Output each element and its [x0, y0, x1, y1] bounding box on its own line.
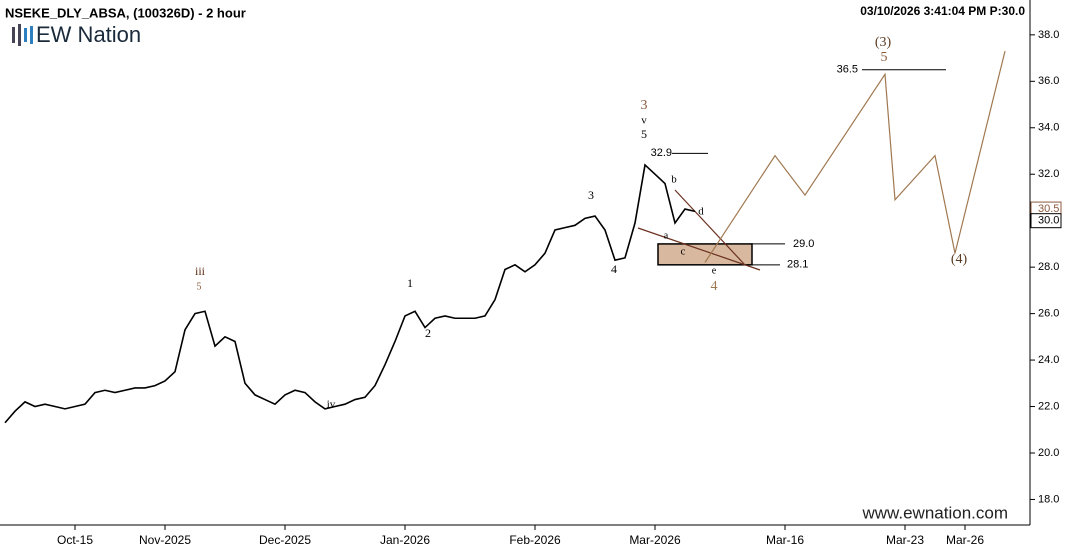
wave-label: c [681, 246, 686, 258]
y-tick-label: 20.0 [1038, 447, 1059, 459]
x-tick-label: Oct-15 [57, 533, 93, 547]
wave-label: iii [195, 264, 206, 278]
y-tick-label: 18.0 [1038, 493, 1059, 505]
y-tick-label: 38.0 [1038, 29, 1059, 41]
wave-label: 1 [407, 276, 413, 290]
x-tick-label: Mar-2026 [629, 533, 681, 547]
level-label: 36.5 [837, 64, 858, 76]
wave-label: 3 [641, 98, 648, 113]
wave-label: 4 [611, 262, 617, 276]
watermark: www.ewnation.com [861, 503, 1008, 522]
level-label: 32.9 [651, 147, 672, 159]
wave-label: 5 [881, 50, 888, 65]
triangle-line [674, 189, 746, 266]
wave-label: v [641, 115, 647, 127]
level-label: 28.1 [787, 259, 808, 271]
y-tick-label: 32.0 [1038, 168, 1059, 180]
wave-label: e [712, 265, 717, 276]
wave-label: iv [327, 399, 336, 411]
wave-label: a [664, 230, 669, 241]
y-tick-label: 26.0 [1038, 308, 1059, 320]
y-tick-label: 36.0 [1038, 75, 1059, 87]
level-label: 29.0 [793, 238, 814, 250]
x-tick-label: Mar-23 [886, 533, 924, 547]
series-line [4, 163, 696, 424]
wave-label: b [671, 174, 677, 186]
y-tick-label: 28.0 [1038, 261, 1059, 273]
timestamp: 03/10/2026 3:41:04 PM P:30.0 [860, 4, 1025, 18]
logo-icon [12, 24, 33, 46]
x-tick-label: Jan-2026 [380, 533, 430, 547]
y-tick-label: 24.0 [1038, 354, 1059, 366]
wave-label: (4) [951, 252, 968, 267]
triangle-line [637, 227, 761, 271]
logo: EW Nation [36, 22, 141, 47]
wave-label: 2 [425, 326, 431, 340]
price-marker-label: 30.0 [1038, 215, 1059, 227]
x-tick-label: Dec-2025 [259, 533, 311, 547]
wave-label: d [698, 206, 704, 218]
chart-title: NSEKE_DLY_ABSA, (100326D) - 2 hour [5, 5, 246, 20]
series-line [704, 50, 1006, 263]
wave-label: 5 [197, 281, 202, 292]
y-tick-label: 22.0 [1038, 400, 1059, 412]
x-tick-label: Mar-16 [766, 533, 804, 547]
wave-label: 4 [711, 279, 718, 294]
wave-label: 5 [641, 127, 647, 141]
y-tick-label: 34.0 [1038, 122, 1059, 134]
x-tick-label: Mar-26 [946, 533, 984, 547]
x-tick-label: Feb-2026 [509, 533, 561, 547]
wave-label: 3 [588, 188, 594, 202]
wave-label: (3) [875, 35, 892, 50]
price-marker-label: 30.5 [1038, 203, 1059, 215]
x-tick-label: Nov-2025 [139, 533, 191, 547]
price-marker [1030, 213, 1062, 229]
